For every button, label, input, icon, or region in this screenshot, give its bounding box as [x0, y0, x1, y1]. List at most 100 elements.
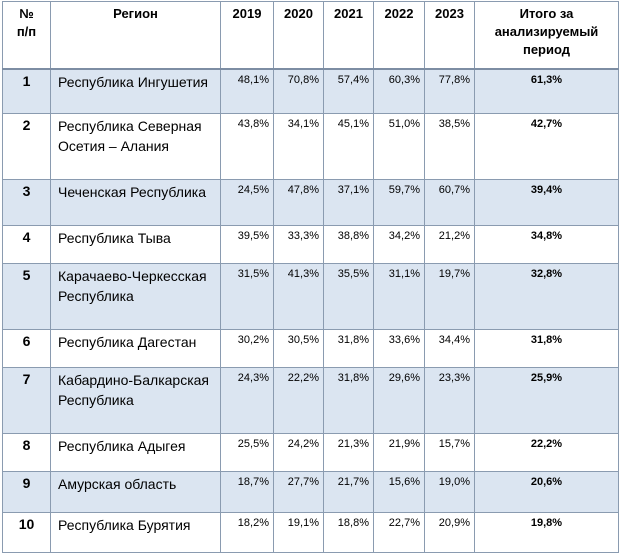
row-value-2021: 21,7% — [323, 471, 374, 513]
table-row: 2 Республика Северная Осетия – Алания 43,8… — [2, 113, 619, 181]
header-2019: 2019 — [220, 1, 274, 70]
row-value-2023: 19,7% — [424, 263, 475, 330]
row-value-2020: 27,7% — [273, 471, 324, 513]
row-value-2020: 47,8% — [273, 179, 324, 226]
row-value-2023: 38,5% — [424, 113, 475, 181]
row-value-2021: 21,3% — [323, 432, 374, 473]
row-value-2020: 41,3% — [273, 263, 324, 330]
row-total: 22,2% — [474, 432, 619, 473]
row-value-2022: 15,6% — [373, 471, 425, 513]
row-region: Республика Северная Осетия – Алания — [50, 113, 221, 181]
table-row: 9 Амурская область 18,7% 27,7% 21,7% 15,6% 19,… — [2, 471, 619, 513]
row-value-2023: 20,9% — [424, 511, 475, 554]
row-region: Амурская область — [50, 471, 221, 513]
row-number: 1 — [2, 67, 51, 115]
table-body: 1 Республика Ингушетия 48,1% 70,8% 57,4% 60,3… — [2, 67, 619, 554]
row-value-2019: 24,3% — [220, 367, 274, 434]
row-value-2019: 25,5% — [220, 432, 274, 473]
row-value-2019: 30,2% — [220, 328, 274, 369]
row-value-2022: 31,1% — [373, 263, 425, 330]
row-value-2021: 35,5% — [323, 263, 374, 330]
row-region: Республика Адыгея — [50, 432, 221, 473]
row-value-2021: 37,1% — [323, 179, 374, 226]
row-value-2022: 33,6% — [373, 328, 425, 369]
row-total: 32,8% — [474, 263, 619, 330]
header-2021: 2021 — [323, 1, 374, 70]
row-region: Карачаево-Черкесская Республика — [50, 263, 221, 330]
row-total: 31,8% — [474, 328, 619, 369]
row-value-2020: 33,3% — [273, 224, 324, 265]
row-region: Республика Дагестан — [50, 328, 221, 369]
row-value-2020: 24,2% — [273, 432, 324, 473]
row-value-2023: 19,0% — [424, 471, 475, 513]
table-row: 8 Республика Адыгея 25,5% 24,2% 21,3% 21,9% 15… — [2, 432, 619, 473]
row-region: Чеченская Республика — [50, 179, 221, 226]
row-value-2020: 70,8% — [273, 67, 324, 115]
row-value-2022: 51,0% — [373, 113, 425, 181]
row-number: 10 — [2, 511, 51, 554]
row-number: 9 — [2, 471, 51, 513]
table-row: 3 Чеченская Республика 24,5% 47,8% 37,1% 59,7… — [2, 179, 619, 226]
row-value-2023: 34,4% — [424, 328, 475, 369]
row-value-2023: 21,2% — [424, 224, 475, 265]
row-number: 3 — [2, 179, 51, 226]
row-value-2019: 43,8% — [220, 113, 274, 181]
row-region: Республика Ингушетия — [50, 67, 221, 115]
header-2022: 2022 — [373, 1, 425, 70]
row-number: 5 — [2, 263, 51, 330]
row-value-2023: 23,3% — [424, 367, 475, 434]
row-value-2021: 57,4% — [323, 67, 374, 115]
header-region: Регион — [50, 1, 221, 70]
row-region: Кабардино-Балкарская Республика — [50, 367, 221, 434]
row-value-2019: 18,2% — [220, 511, 274, 554]
row-total: 61,3% — [474, 67, 619, 115]
table-header: № п/п Регион 2019 2020 2021 2022 2023 Ито… — [2, 1, 619, 70]
table-row: 4 Республика Тыва 39,5% 33,3% 38,8% 34,2% 21,2… — [2, 224, 619, 265]
row-number: 6 — [2, 328, 51, 369]
row-value-2022: 59,7% — [373, 179, 425, 226]
row-value-2023: 60,7% — [424, 179, 475, 226]
row-value-2019: 48,1% — [220, 67, 274, 115]
row-value-2019: 24,5% — [220, 179, 274, 226]
row-total: 25,9% — [474, 367, 619, 434]
header-2023: 2023 — [424, 1, 475, 70]
row-value-2021: 18,8% — [323, 511, 374, 554]
row-value-2019: 31,5% — [220, 263, 274, 330]
table-row: 1 Республика Ингушетия 48,1% 70,8% 57,4% 60,3… — [2, 67, 619, 115]
row-value-2019: 18,7% — [220, 471, 274, 513]
row-total: 19,8% — [474, 511, 619, 554]
row-value-2020: 34,1% — [273, 113, 324, 181]
table-row: 10 Республика Бурятия 18,2% 19,1% 18,8% 22,7%… — [2, 511, 619, 554]
row-total: 42,7% — [474, 113, 619, 181]
row-number: 7 — [2, 367, 51, 434]
row-value-2021: 31,8% — [323, 367, 374, 434]
row-value-2022: 34,2% — [373, 224, 425, 265]
row-value-2022: 29,6% — [373, 367, 425, 434]
row-value-2022: 60,3% — [373, 67, 425, 115]
row-value-2021: 38,8% — [323, 224, 374, 265]
header-2020: 2020 — [273, 1, 324, 70]
row-number: 2 — [2, 113, 51, 181]
row-value-2022: 21,9% — [373, 432, 425, 473]
row-region: Республика Бурятия — [50, 511, 221, 554]
table-row: 6 Республика Дагестан 30,2% 30,5% 31,8% 33,6%… — [2, 328, 619, 369]
row-value-2021: 31,8% — [323, 328, 374, 369]
row-number: 8 — [2, 432, 51, 473]
row-value-2020: 30,5% — [273, 328, 324, 369]
row-value-2023: 77,8% — [424, 67, 475, 115]
header-total: Итого за анализируемый период — [474, 1, 619, 70]
row-value-2023: 15,7% — [424, 432, 475, 473]
row-value-2021: 45,1% — [323, 113, 374, 181]
row-number: 4 — [2, 224, 51, 265]
row-total: 39,4% — [474, 179, 619, 226]
row-value-2019: 39,5% — [220, 224, 274, 265]
row-total: 20,6% — [474, 471, 619, 513]
row-region: Республика Тыва — [50, 224, 221, 265]
row-value-2022: 22,7% — [373, 511, 425, 554]
row-total: 34,8% — [474, 224, 619, 265]
row-value-2020: 19,1% — [273, 511, 324, 554]
table-row: 7 Кабардино-Балкарская Республика 24,3% 22,… — [2, 367, 619, 434]
row-value-2020: 22,2% — [273, 367, 324, 434]
header-num: № п/п — [2, 1, 51, 70]
